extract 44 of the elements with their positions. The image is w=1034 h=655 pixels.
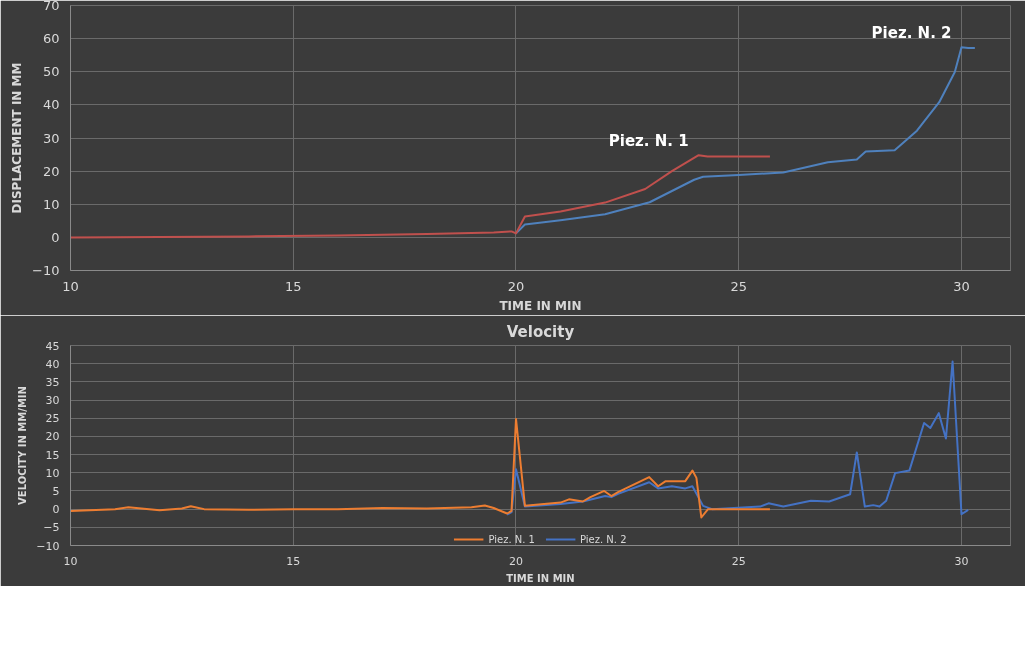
x-tick-label: 15 (286, 554, 301, 568)
line-series (506, 360, 970, 516)
y-tick-label: 30 (42, 130, 60, 146)
legend-label: Piez. N. 2 (580, 533, 627, 545)
x-axis-title: TIME IN MIN (506, 572, 575, 584)
x-tick-label: 30 (954, 554, 969, 568)
x-tick-label: 30 (953, 278, 970, 294)
y-tick-label: 20 (42, 163, 60, 179)
y-tick-label: 0 (51, 229, 60, 245)
x-tick-label: 10 (62, 278, 79, 294)
y-tick-label: 25 (45, 412, 60, 426)
line-series (70, 154, 771, 239)
y-tick-label: −10 (32, 263, 60, 278)
y-axis-title: VELOCITY IN MM/MIN (17, 386, 29, 505)
y-axis-title: DISPLACEMENT IN MM (10, 62, 25, 214)
y-tick-label: 50 (42, 64, 60, 80)
x-tick-label: 25 (730, 278, 748, 294)
y-tick-label: 40 (45, 357, 60, 371)
x-axis-title: TIME IN MIN (499, 298, 582, 313)
y-tick-label: 45 (45, 339, 60, 353)
legend-label: Piez. N. 1 (488, 533, 535, 545)
series-label: Piez. N. 1 (608, 132, 689, 151)
series-label: Piez. N. 2 (871, 24, 952, 43)
y-tick-label: 5 (52, 484, 60, 498)
y-tick-label: −10 (36, 539, 60, 553)
x-tick-label: 10 (63, 554, 78, 568)
y-tick-label: 0 (52, 503, 60, 517)
y-tick-label: 30 (45, 394, 60, 408)
x-tick-label: 15 (284, 278, 302, 294)
line-series (70, 417, 771, 519)
y-tick-label: 10 (45, 466, 60, 480)
y-tick-label: 10 (42, 196, 60, 212)
chart-title: Velocity (506, 322, 575, 341)
x-tick-label: 20 (509, 554, 523, 568)
y-tick-label: −5 (43, 521, 60, 535)
y-tick-label: 20 (45, 430, 60, 444)
y-tick-label: 40 (42, 97, 60, 113)
x-tick-label: 25 (731, 554, 746, 568)
line-series (515, 46, 976, 235)
y-tick-label: 70 (42, 0, 60, 13)
x-tick-label: 20 (507, 278, 525, 294)
y-tick-label: 15 (45, 448, 60, 462)
y-tick-label: 60 (42, 31, 60, 47)
y-tick-label: 35 (45, 375, 60, 389)
